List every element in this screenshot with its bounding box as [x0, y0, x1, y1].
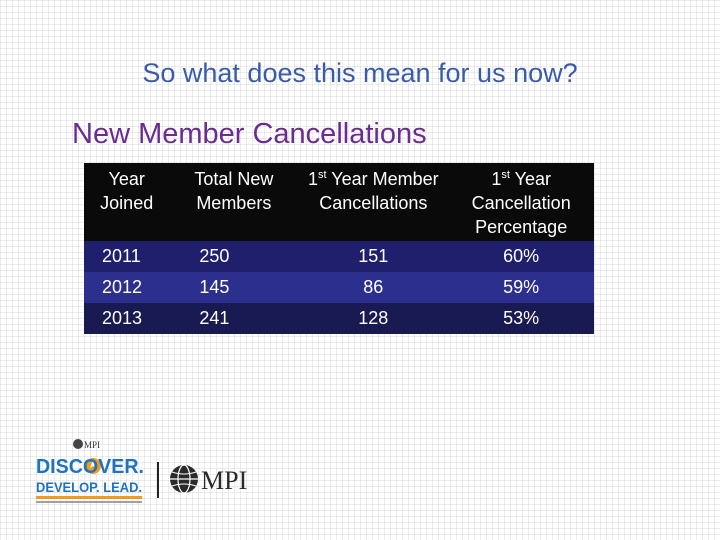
develop-lead-text: DEVELOP. LEAD. — [36, 479, 142, 495]
cancellations-table: Year Joined Total New Members 1st Year M… — [84, 163, 594, 334]
table-row: 2012 145 86 59% — [84, 272, 594, 303]
header-total-new-members: Total New Members — [194, 169, 274, 213]
cell-cancellations: 128 — [358, 308, 389, 328]
slide-title: So what does this mean for us now? — [142, 58, 578, 88]
mpi-small-text: MPI — [84, 440, 100, 450]
header-year-joined: Year Joined — [100, 169, 154, 213]
mpi-globe-icon — [170, 464, 198, 494]
section-title: New Member Cancellations — [72, 118, 427, 150]
header-percentage: 1st Year Cancellation Percentage — [448, 163, 594, 241]
cancellations-table-wrapper: Year Joined Total New Members 1st Year M… — [84, 163, 594, 334]
cell-percentage: 59% — [503, 277, 540, 297]
cell-cancellations: 151 — [358, 246, 389, 266]
header-cancellations: 1st Year Member Cancellations — [298, 163, 448, 241]
logo-accent-bar — [36, 496, 142, 499]
header-percentage-sup: st — [501, 169, 510, 181]
table-header-row: Year Joined Total New Members 1st Year M… — [84, 163, 594, 241]
cell-percentage: 60% — [503, 246, 540, 266]
header-cancellations-prefix: 1 — [307, 169, 318, 189]
cell-year: 2011 — [102, 246, 141, 266]
table-row: 2013 241 128 53% — [84, 303, 594, 334]
table-row: 2011 250 151 60% — [84, 241, 594, 272]
logo-divider — [157, 462, 159, 498]
cell-cancellations: 86 — [363, 277, 384, 297]
logo-subtext-line — [36, 501, 142, 503]
header-percentage-rest: Year Cancellation Percentage — [471, 169, 571, 237]
header-percentage-prefix: 1 — [491, 169, 502, 189]
discover-develop-lead-logo: MPI DISCOVER. DEVELOP. LEAD. — [36, 439, 144, 503]
mpi-globe-small-icon — [73, 439, 83, 449]
cell-total: 250 — [199, 246, 230, 266]
discover-text: DISCOVER. — [36, 456, 144, 478]
cell-percentage: 53% — [503, 308, 540, 328]
mpi-logo: MPI — [170, 464, 247, 495]
header-cancellations-rest: Year Member Cancellations — [319, 169, 439, 213]
cell-year: 2012 — [102, 277, 143, 297]
cell-year: 2013 — [102, 308, 143, 328]
cell-total: 145 — [199, 277, 230, 297]
header-cancellations-sup: st — [318, 169, 327, 181]
cell-total: 241 — [199, 308, 230, 328]
mpi-large-text: MPI — [201, 466, 247, 495]
